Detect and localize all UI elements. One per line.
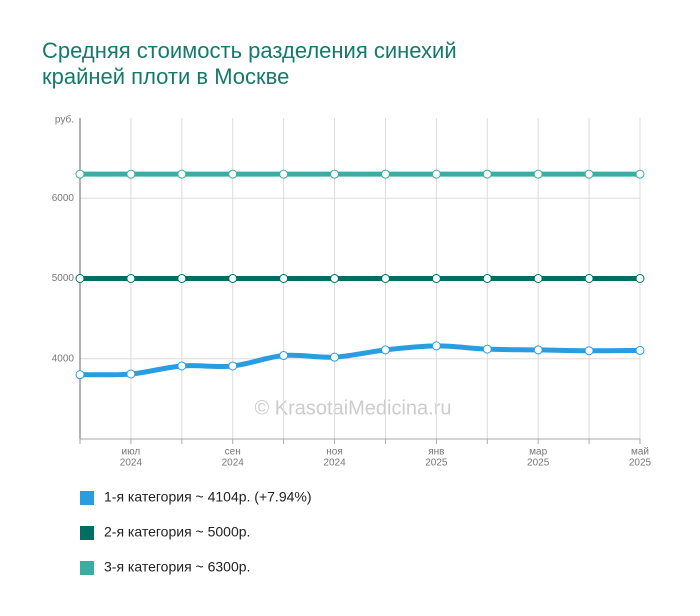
point	[533, 169, 543, 179]
legend-label: 2-я категория ~ 5000р.	[104, 524, 250, 540]
x-tick-label: 2025	[425, 458, 448, 469]
point	[635, 345, 645, 355]
point	[482, 344, 492, 354]
point	[126, 274, 136, 283]
point	[380, 345, 390, 355]
point	[126, 169, 136, 179]
point	[75, 169, 85, 179]
chart-title: Средняя стоимость разделения синехий	[42, 38, 457, 63]
point	[330, 352, 340, 362]
point	[75, 370, 85, 380]
point	[584, 169, 594, 179]
x-tick-label: янв	[428, 447, 444, 458]
x-tick-label: ноя	[326, 447, 343, 458]
watermark: © KrasotaiMedicina.ru	[254, 397, 451, 419]
point	[228, 274, 238, 283]
point	[228, 169, 238, 179]
legend-swatch	[80, 526, 94, 540]
point	[126, 369, 136, 379]
y-tick-label: 6000	[52, 193, 75, 204]
x-tick-label: 2024	[222, 458, 245, 469]
point	[279, 274, 289, 283]
point	[177, 169, 187, 179]
point	[177, 274, 187, 283]
point	[482, 169, 492, 179]
point	[380, 169, 390, 179]
point	[279, 351, 289, 361]
series-line	[77, 343, 643, 378]
point	[330, 274, 340, 283]
x-tick-label: 2025	[527, 458, 550, 469]
point	[431, 274, 441, 283]
legend-swatch	[80, 491, 94, 505]
point	[584, 346, 594, 356]
y-tick-label: 5000	[52, 273, 75, 284]
point	[431, 341, 441, 351]
chart-title: крайней плоти в Москве	[42, 64, 289, 89]
x-tick-label: сен	[225, 447, 241, 458]
x-tick-label: 2025	[629, 458, 652, 469]
point	[228, 361, 238, 371]
x-tick-label: 2024	[120, 458, 143, 469]
point	[431, 169, 441, 179]
point	[482, 274, 492, 283]
point	[533, 345, 543, 355]
point	[380, 274, 390, 283]
x-tick-label: мар	[529, 447, 547, 458]
point	[533, 274, 543, 283]
legend-swatch	[80, 561, 94, 575]
point	[330, 169, 340, 179]
point	[635, 169, 645, 179]
point	[279, 169, 289, 179]
legend-label: 1-я категория ~ 4104р. (+7.94%)	[104, 489, 312, 505]
point	[584, 274, 594, 283]
x-tick-label: июл	[122, 447, 141, 458]
point	[75, 274, 85, 283]
point	[635, 274, 645, 283]
x-tick-label: 2024	[323, 458, 346, 469]
x-tick-label: май	[631, 447, 649, 458]
y-unit: руб.	[55, 114, 74, 126]
y-tick-label: 4000	[52, 353, 75, 364]
point	[177, 361, 187, 371]
legend-label: 3-я категория ~ 6300р.	[104, 559, 250, 575]
